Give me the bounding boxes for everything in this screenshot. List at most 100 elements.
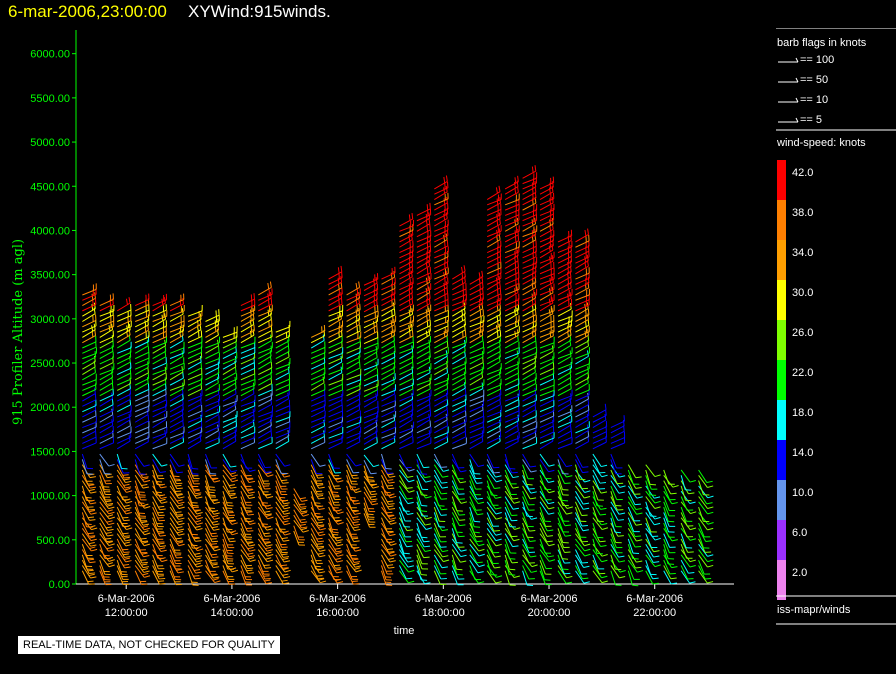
wind-barb <box>539 379 555 391</box>
wind-barb <box>433 491 445 507</box>
wind-barb <box>363 379 379 392</box>
wind-barb <box>575 430 590 444</box>
wind-barb <box>116 459 130 474</box>
wind-barb <box>469 559 484 574</box>
wind-barb <box>169 379 185 391</box>
wind-barb <box>134 522 151 536</box>
wind-barb <box>557 319 573 333</box>
wind-barb <box>169 387 184 402</box>
wind-barb <box>645 490 661 504</box>
wind-barb <box>187 453 199 470</box>
wind-barb <box>205 398 220 413</box>
wind-barb <box>99 415 114 429</box>
wind-barb <box>469 382 484 397</box>
wind-barb <box>452 425 467 439</box>
x-tick-date: 6-Mar-2006 <box>309 593 366 605</box>
wind-barb <box>557 288 573 301</box>
wind-barb <box>152 490 168 504</box>
wind-barb <box>169 305 185 317</box>
wind-barb <box>275 459 288 474</box>
wind-barb <box>434 382 449 397</box>
wind-barb <box>240 373 256 386</box>
wind-barb <box>240 549 256 562</box>
speed-legend-swatch <box>777 240 786 280</box>
wind-barb <box>222 496 234 512</box>
wind-barb <box>592 469 607 484</box>
wind-barb <box>169 329 184 344</box>
wind-barb <box>486 464 502 478</box>
wind-barb <box>363 389 379 403</box>
wind-barb <box>522 410 537 423</box>
wind-barb <box>645 485 661 499</box>
wind-barb <box>257 543 274 557</box>
wind-barb <box>698 543 714 557</box>
wind-barb <box>575 313 590 328</box>
wind-barb <box>645 475 658 490</box>
wind-barb <box>257 538 273 552</box>
wind-barb <box>434 319 449 333</box>
wind-barb <box>416 202 431 216</box>
wind-barb <box>328 393 343 407</box>
wind-barb <box>469 341 485 354</box>
wind-barb <box>134 453 150 467</box>
wind-barb <box>416 496 428 512</box>
speed-legend-swatch <box>777 560 786 600</box>
wind-barb <box>557 528 569 544</box>
wind-barb <box>416 491 428 507</box>
wind-barb <box>575 469 591 483</box>
speed-legend-swatch <box>777 160 786 200</box>
wind-barb <box>328 410 344 423</box>
wind-barb <box>328 405 343 418</box>
wind-barb <box>152 413 166 428</box>
wind-barb <box>117 373 132 386</box>
wind-barb <box>116 377 132 391</box>
wind-barb <box>539 538 552 554</box>
wind-barb <box>486 393 501 407</box>
wind-barb <box>328 363 344 375</box>
x-tick-time: 12:00:00 <box>105 607 148 619</box>
wind-barb <box>99 480 112 496</box>
wind-barb <box>399 570 415 584</box>
wind-barb <box>504 389 520 402</box>
wind-barb <box>434 203 449 216</box>
wind-barb <box>257 554 272 569</box>
wind-barb <box>363 305 379 318</box>
wind-barb <box>416 533 431 548</box>
wind-barb <box>575 543 591 557</box>
y-tick-label: 5500.00 <box>30 93 70 105</box>
wind-barb <box>469 464 482 480</box>
wind-barb <box>399 464 414 478</box>
wind-barb <box>399 424 414 439</box>
wind-barb <box>152 565 166 580</box>
wind-barb <box>539 425 555 439</box>
y-tick-label: 6000.00 <box>30 49 70 61</box>
quality-notice: REAL-TIME DATA, NOT CHECKED FOR QUALITY <box>18 636 280 654</box>
wind-barb <box>610 538 623 554</box>
wind-barb <box>346 554 362 568</box>
speed-legend-label: 14.0 <box>792 447 813 459</box>
wind-barb <box>575 533 591 547</box>
wind-barb <box>275 501 291 515</box>
wind-barb <box>82 347 98 360</box>
wind-barb <box>116 464 131 479</box>
wind-barb <box>240 538 256 552</box>
wind-barb <box>486 469 503 483</box>
wind-barb <box>117 426 132 439</box>
wind-barb <box>399 389 414 402</box>
wind-barb <box>433 512 445 528</box>
wind-barb <box>610 501 626 515</box>
wind-barb <box>381 404 396 418</box>
wind-barb <box>240 419 255 434</box>
wind-barb <box>469 496 482 511</box>
y-tick-label: 2500.00 <box>30 358 70 370</box>
wind-barb <box>258 281 272 296</box>
wind-barb <box>205 361 220 375</box>
wind-barb <box>487 225 502 238</box>
wind-barb <box>99 315 115 328</box>
wind-barb <box>381 366 396 381</box>
wind-barb <box>469 538 485 552</box>
wind-barb <box>416 453 430 469</box>
wind-barb <box>222 395 238 407</box>
wind-barb <box>275 570 290 585</box>
wind-barb <box>222 382 237 397</box>
